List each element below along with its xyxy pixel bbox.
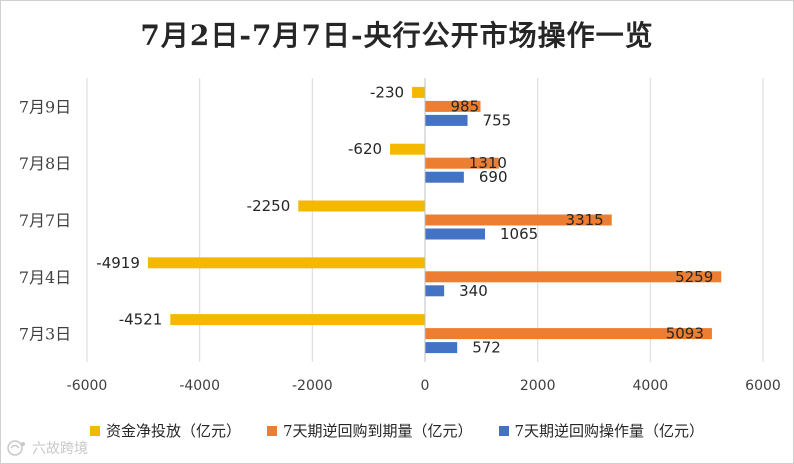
legend-item: 资金净投放（亿元）	[89, 420, 241, 441]
axes: -6000 -4000 -2000 0 2000 4000 6000 7月3日 7月4日 7月7日…	[19, 78, 781, 394]
data-label: -620	[348, 140, 382, 158]
data-label: 985	[450, 97, 479, 115]
x-tick-label: -4000	[179, 378, 220, 394]
x-tick-label: -6000	[67, 378, 108, 394]
x-tick-label: -2000	[292, 378, 333, 394]
data-label: 572	[472, 339, 501, 357]
x-tick-label: 0	[421, 378, 430, 394]
data-label: 340	[459, 282, 488, 300]
watermark-logo-icon	[7, 440, 25, 456]
bar	[425, 100, 481, 112]
legend-swatch	[266, 425, 277, 436]
legend-swatch	[498, 425, 509, 436]
bars	[147, 86, 722, 354]
bar	[425, 271, 722, 283]
legend-label: 7天期逆回购操作量（亿元）	[514, 422, 705, 440]
watermark-text: 六故跨境	[32, 441, 88, 457]
x-tick-label: 6000	[745, 378, 781, 394]
bar	[390, 143, 425, 155]
data-label: -4521	[119, 311, 163, 329]
data-labels: -4521 5093 572 -4919 5259 340 -2250 3315 1065 -62…	[96, 83, 713, 356]
bar	[425, 228, 485, 240]
data-label: -230	[370, 83, 404, 101]
category-label: 7月3日	[19, 325, 71, 344]
data-label: 1310	[469, 154, 507, 172]
category-label: 7月4日	[19, 268, 71, 287]
data-label: 3315	[566, 211, 604, 229]
bar	[425, 214, 612, 226]
legend-swatch	[89, 425, 100, 436]
legend-label: 7天期逆回购到期量（亿元）	[282, 422, 473, 440]
chart-title: 7月2日-7月7日-央行公开市场操作一览	[140, 19, 654, 52]
bar	[412, 86, 425, 98]
category-label: 7月8日	[19, 154, 71, 173]
bar	[425, 171, 464, 183]
bar	[425, 114, 468, 126]
bar	[425, 285, 445, 297]
x-tick-label: 4000	[633, 378, 669, 394]
data-label: 1065	[500, 225, 538, 243]
x-tick-label: 2000	[520, 378, 556, 394]
bar	[425, 157, 499, 169]
legend: 资金净投放（亿元） 7天期逆回购到期量（亿元） 7天期逆回购操作量（亿元）	[0, 420, 794, 441]
legend-item: 7天期逆回购到期量（亿元）	[266, 420, 473, 441]
data-label: 690	[479, 168, 508, 186]
bar	[147, 257, 425, 269]
bar	[425, 328, 712, 340]
category-label: 7月7日	[19, 211, 71, 230]
legend-label: 资金净投放（亿元）	[105, 422, 241, 440]
category-label: 7月9日	[19, 97, 71, 116]
watermark: 六故跨境	[6, 438, 88, 458]
data-label: 5259	[675, 268, 713, 286]
data-label: -2250	[247, 197, 291, 215]
bar	[170, 314, 425, 326]
legend-item: 7天期逆回购操作量（亿元）	[498, 420, 705, 441]
bar	[425, 342, 458, 354]
data-label: -4919	[96, 254, 140, 272]
data-label: 5093	[666, 325, 704, 343]
data-label: 755	[483, 111, 512, 129]
bar	[298, 200, 425, 212]
